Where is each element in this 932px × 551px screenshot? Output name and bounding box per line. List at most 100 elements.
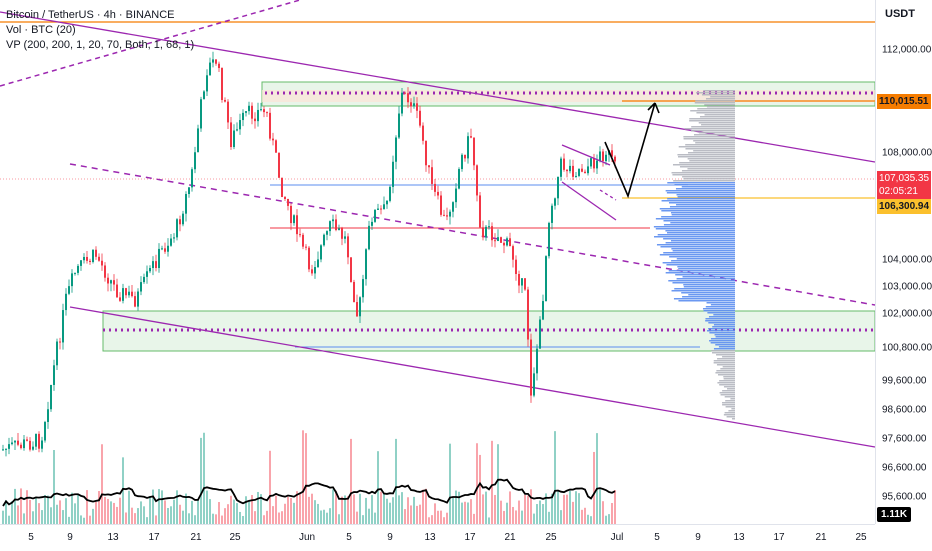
- candle-body: [257, 109, 259, 122]
- volume-profile-title[interactable]: VP (200, 200, 1, 20, 70, Both, 1, 68, 1): [6, 39, 195, 51]
- date-tick: 13: [107, 532, 119, 543]
- volume-profile-bar: [671, 248, 735, 250]
- volume-profile-bar: [677, 156, 735, 158]
- volume-profile-bar: [679, 162, 735, 164]
- volume-bar: [464, 501, 466, 524]
- candle-body: [560, 158, 562, 177]
- candle-body: [368, 225, 370, 250]
- volume-bar: [434, 503, 436, 524]
- volume-bar: [329, 508, 331, 524]
- volume-bar: [308, 496, 310, 524]
- candle-body: [419, 110, 421, 126]
- candle-body: [194, 152, 196, 170]
- volume-bar: [593, 451, 595, 524]
- volume-bar: [314, 500, 316, 524]
- volume-bar: [212, 513, 214, 524]
- candle-body: [212, 59, 214, 63]
- resistance-zone-inner: [262, 90, 875, 102]
- volume-profile-bar: [671, 214, 735, 216]
- volume-bar: [557, 490, 559, 524]
- volume-bar: [11, 501, 13, 524]
- volume-profile-bar: [675, 188, 735, 190]
- volume-bar: [425, 488, 427, 524]
- time-axis[interactable]: 5 9 13 17 21 25 Jun 5 9 13 17 21 25 Jul …: [0, 524, 875, 551]
- volume-bar: [275, 495, 277, 524]
- candle-body: [155, 261, 157, 269]
- candle-body: [20, 444, 22, 449]
- volume-bar: [215, 514, 217, 524]
- volume-bar: [386, 498, 388, 524]
- candle-body: [428, 165, 430, 168]
- candle-body: [80, 260, 82, 266]
- volume-profile-bar: [653, 226, 735, 228]
- volume-bar: [170, 506, 172, 524]
- volume-profile-bar: [723, 378, 735, 380]
- volume-profile-bar: [712, 352, 735, 354]
- date-tick: 9: [695, 532, 701, 543]
- volume-profile-bar: [713, 324, 735, 326]
- candle-body: [467, 136, 469, 159]
- candle-body: [461, 154, 463, 170]
- candle-body: [32, 446, 34, 450]
- volume-bar: [335, 490, 337, 524]
- volume-profile-bar: [701, 94, 735, 96]
- volume-profile-bar: [681, 170, 735, 172]
- date-tick: Jul: [610, 532, 624, 543]
- support-level-label: 106,300.94: [877, 199, 931, 214]
- volume-bar: [422, 489, 424, 524]
- volume-profile-bar: [672, 250, 735, 252]
- volume-indicator-title[interactable]: Vol · BTC (20): [6, 24, 76, 36]
- volume-bar: [407, 497, 409, 524]
- volume-bar: [356, 511, 358, 524]
- date-tick: 13: [733, 532, 745, 543]
- volume-profile-bar: [671, 290, 735, 292]
- volume-profile-bar: [726, 388, 735, 390]
- volume-profile-bar: [665, 190, 735, 192]
- volume-profile-bar: [717, 382, 735, 384]
- volume-profile-bar: [681, 186, 735, 188]
- price-chart[interactable]: [0, 0, 875, 524]
- volume-profile-bar: [705, 320, 735, 322]
- volume-profile-bar: [716, 364, 735, 366]
- volume-bar: [209, 499, 211, 524]
- volume-profile-bar: [713, 348, 735, 350]
- candle-body: [398, 113, 400, 138]
- candle-body: [554, 198, 556, 206]
- candle-body: [221, 68, 223, 100]
- symbol-title[interactable]: Bitcoin / TetherUS · 4h · BINANCE: [6, 9, 175, 21]
- volume-bar: [266, 510, 268, 524]
- volume-bar: [224, 508, 226, 524]
- candle-body: [200, 99, 202, 129]
- volume-bar: [44, 495, 46, 524]
- price-tick: 97,600.00: [882, 433, 927, 445]
- volume-bar: [233, 499, 235, 524]
- candle-body: [362, 279, 364, 298]
- candle-body: [236, 129, 238, 131]
- volume-profile-bar: [668, 202, 735, 204]
- volume-bar: [155, 515, 157, 524]
- candle-body: [599, 151, 601, 161]
- volume-bar: [197, 499, 199, 524]
- volume-bar: [53, 449, 55, 524]
- candle-body: [89, 260, 91, 263]
- volume-bar: [152, 489, 154, 524]
- volume-bar: [59, 500, 61, 524]
- volume-bar: [365, 497, 367, 524]
- volume-bar: [452, 497, 454, 524]
- candle-body: [533, 373, 535, 396]
- volume-profile-bar: [683, 178, 735, 180]
- candle-body: [371, 221, 373, 226]
- volume-bar: [245, 496, 247, 524]
- volume-bar: [188, 513, 190, 524]
- candle-body: [131, 291, 133, 297]
- volume-bar: [590, 516, 592, 524]
- candle-body: [185, 193, 187, 214]
- candle-body: [170, 238, 172, 246]
- volume-bar: [392, 497, 394, 524]
- volume-bar: [38, 503, 40, 524]
- volume-profile-bar: [673, 298, 735, 300]
- price-tick: 108,000.00: [882, 147, 932, 159]
- candle-body: [71, 273, 73, 287]
- volume-bar: [149, 496, 151, 524]
- price-scale[interactable]: USDT 112,000.00 108,000.00 104,000.00 10…: [875, 0, 932, 524]
